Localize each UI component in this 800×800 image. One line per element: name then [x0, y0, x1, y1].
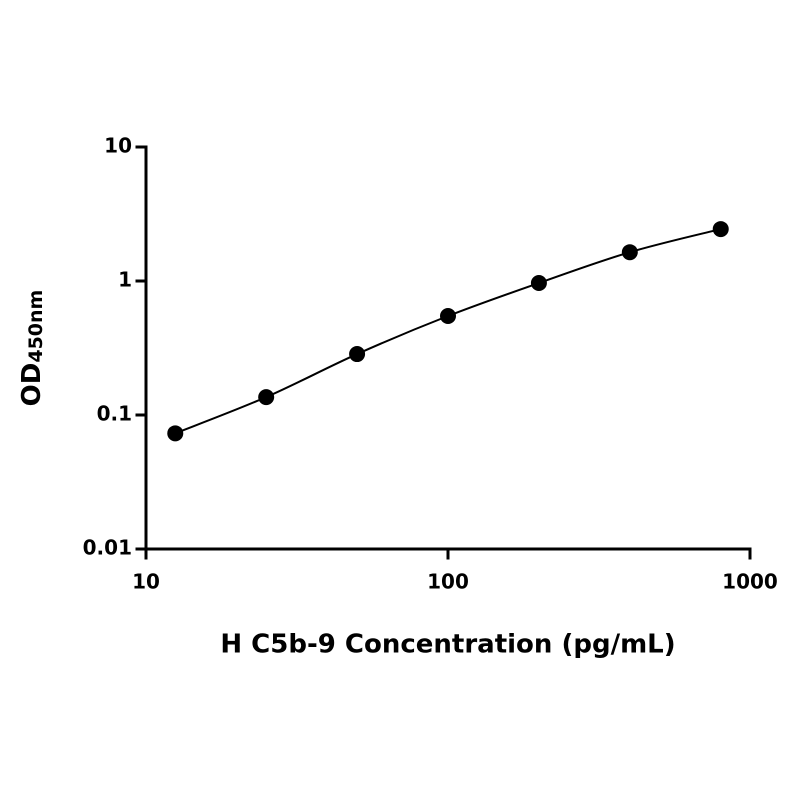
data-point	[440, 308, 456, 325]
x-tick-label: 100	[427, 570, 469, 594]
y-tick-label: 0.01	[83, 536, 132, 560]
y-tick-label: 1	[118, 268, 132, 292]
y-axis-title-main: OD	[17, 363, 47, 407]
data-point	[530, 275, 547, 292]
y-tick-label: 0.1	[97, 402, 132, 426]
x-tick-label: 10	[132, 570, 160, 594]
y-axis-title: OD450nm	[17, 290, 47, 407]
y-axis-title-sub: 450nm	[25, 290, 47, 363]
data-point	[621, 244, 638, 261]
x-tick-label: 1000	[722, 570, 778, 594]
x-axis-title: H C5b-9 Concentration (pg/mL)	[220, 630, 675, 660]
data-point	[167, 425, 184, 442]
y-tick-label: 10	[104, 134, 132, 158]
data-point	[712, 221, 729, 238]
data-point	[349, 346, 366, 363]
data-point	[258, 389, 275, 406]
